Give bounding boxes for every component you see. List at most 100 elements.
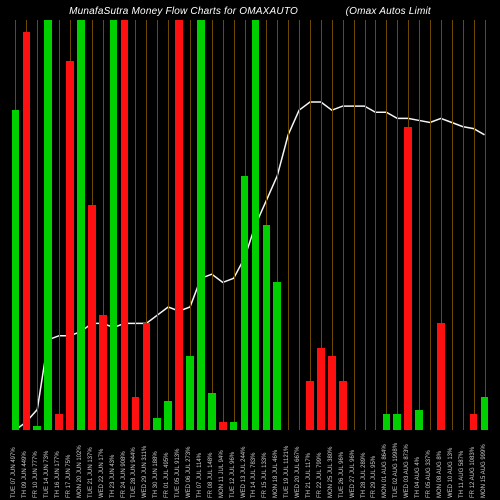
bar (404, 127, 412, 430)
x-axis-label: WED 03 AUG 873% (404, 444, 410, 498)
bar (164, 401, 172, 430)
x-axis-label: MON 25 JUL 380% (328, 447, 334, 498)
x-axis-label: TUE 26 JUL 96% (339, 452, 345, 498)
x-axis-label: MON 11 JUL 94% (219, 450, 225, 498)
x-axis-label: MON 08 AUG 8% (437, 451, 443, 498)
bar (219, 422, 227, 430)
bar (437, 323, 445, 430)
x-axis-label: TH 28 JUL 289% (361, 453, 367, 498)
x-axis-label: MON 18 JUL 46% (273, 450, 279, 498)
bar (12, 110, 20, 430)
x-axis-label: TUE 21 JUN 137% (88, 447, 94, 498)
bar (175, 20, 183, 430)
x-axis-label: FR 12 AUG 1083% (470, 447, 476, 498)
bar (273, 282, 281, 430)
grid-line (485, 20, 486, 430)
x-axis-label: WED 10 AUG 13% (448, 448, 454, 498)
x-axis-label: MON 20 JUN 102% (77, 445, 83, 498)
bar (55, 414, 63, 430)
bar (66, 61, 74, 430)
x-axis-labels: TUE 07 JUN 497% TH 09 JUN 449% FR 10 JUN 7… (10, 430, 490, 500)
bar (252, 20, 260, 430)
grid-line (365, 20, 366, 430)
x-axis-label: FR 01 JUL 495% (164, 453, 170, 498)
bar (132, 397, 140, 430)
bar (470, 414, 478, 430)
grid-line (157, 20, 158, 430)
bar (23, 32, 31, 430)
bar (415, 410, 423, 431)
bar (186, 356, 194, 430)
bar (230, 422, 238, 430)
x-axis-label: TH 04 AUG 4% (415, 457, 421, 498)
x-axis-label: WED 20 JUL 667% (295, 447, 301, 498)
x-axis-label: FR 10 JUN 777% (33, 451, 39, 498)
x-axis-label: TH 14 JUL 783% (251, 453, 257, 498)
bar (197, 20, 205, 430)
x-axis-label: TUE 07 JUN 497% (11, 447, 17, 498)
grid-line (212, 20, 213, 430)
x-axis-label: FR 08 JUL 148% (208, 453, 214, 498)
x-axis-label: WED 22 JUN 17% (99, 449, 105, 498)
grid-line (375, 20, 376, 430)
grid-line (452, 20, 453, 430)
x-axis-label: TUE 19 JUL 1121% (284, 446, 290, 498)
x-axis-label: MON 01 AUG 864% (382, 444, 388, 498)
bar (481, 397, 489, 430)
x-axis-label: WED 06 JUL 273% (186, 447, 192, 498)
grid-line (59, 20, 60, 430)
grid-line (299, 20, 300, 430)
plot-area (10, 20, 490, 430)
x-axis-label: FR 29 JUL 95% (371, 456, 377, 498)
x-axis-label: FR 22 JUL 799% (317, 453, 323, 498)
grid-line (397, 20, 398, 430)
grid-line (474, 20, 475, 430)
bar (153, 418, 161, 430)
grid-line (310, 20, 311, 430)
grid-line (386, 20, 387, 430)
bar (306, 381, 314, 430)
bar (339, 381, 347, 430)
bar (328, 356, 336, 430)
bar (110, 20, 118, 430)
chart-title-left: MunafaSutra Money Flow Charts for OMAXAU… (69, 6, 298, 17)
x-axis-label: TH 16 JUN 177% (55, 451, 61, 498)
x-axis-label: FR 05 AUG 337% (426, 450, 432, 498)
x-axis-label: TH 21 JUL 117% (306, 453, 312, 498)
grid-line (419, 20, 420, 430)
trend-line-path (15, 102, 484, 430)
bar (208, 393, 216, 430)
x-axis-label: TH 09 JUN 449% (22, 451, 28, 498)
x-axis-label: FR 17 JUN 75% (66, 455, 72, 498)
grid-line (223, 20, 224, 430)
x-axis-label: WED 27 JUL 96% (350, 450, 356, 498)
bar (44, 20, 52, 430)
bar (88, 205, 96, 431)
bar (241, 176, 249, 430)
grid-line (37, 20, 38, 430)
bar (383, 414, 391, 430)
grid-line (430, 20, 431, 430)
x-axis-label: WED 13 JUL 244% (241, 447, 247, 498)
x-axis-label: FR 24 JUN 908% (121, 451, 127, 498)
x-axis-label: TUE 14 JUN 73% (44, 451, 50, 498)
x-axis-label: WED 29 JUN 311% (142, 446, 148, 498)
bar (121, 20, 129, 430)
x-axis-label: TUE 02 AUG 1998% (393, 443, 399, 498)
grid-line (288, 20, 289, 430)
grid-line (168, 20, 169, 430)
grid-line (343, 20, 344, 430)
x-axis-label: TUE 05 JUL 913% (175, 449, 181, 498)
x-axis-label: MON 15 AUG 999% (481, 444, 487, 498)
x-axis-label: TH 30 JUN 188% (153, 451, 159, 498)
bar (99, 315, 107, 430)
bar (263, 225, 271, 430)
chart-title: MunafaSutra Money Flow Charts for OMAXAU… (0, 6, 500, 17)
money-flow-chart: MunafaSutra Money Flow Charts for OMAXAU… (0, 0, 500, 500)
grid-line (354, 20, 355, 430)
x-axis-label: TH 23 JUN 43% (110, 455, 116, 498)
x-axis-label: TUE 28 JUN 944% (131, 447, 137, 498)
bar (143, 323, 151, 430)
bar (393, 414, 401, 430)
x-axis-label: FR 15 JUL 133% (262, 453, 268, 498)
